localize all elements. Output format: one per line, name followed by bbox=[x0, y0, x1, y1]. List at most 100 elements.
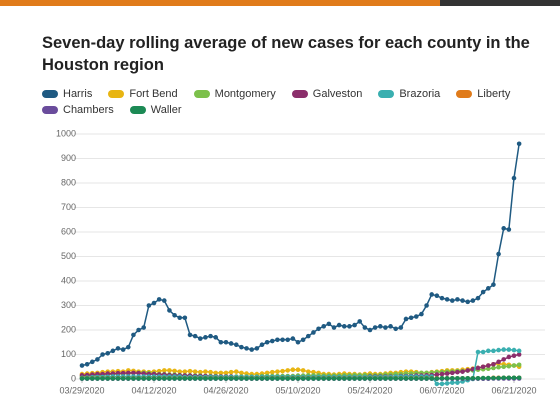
legend-swatch bbox=[42, 90, 58, 98]
point bbox=[449, 298, 455, 303]
point bbox=[408, 376, 414, 381]
point bbox=[305, 376, 311, 381]
point bbox=[398, 376, 404, 381]
legend-swatch bbox=[42, 106, 58, 114]
point bbox=[182, 376, 188, 381]
point bbox=[460, 369, 465, 374]
x-tick-label: 04/12/2020 bbox=[131, 385, 176, 395]
point bbox=[516, 375, 522, 381]
legend-item: Chambers bbox=[42, 102, 114, 118]
point bbox=[295, 376, 301, 381]
point bbox=[470, 375, 476, 381]
point bbox=[326, 321, 332, 327]
point bbox=[146, 376, 152, 381]
point bbox=[496, 375, 501, 381]
point bbox=[398, 325, 404, 330]
legend-swatch bbox=[108, 90, 125, 98]
point bbox=[218, 370, 224, 376]
point bbox=[419, 376, 424, 381]
point bbox=[491, 282, 496, 287]
point bbox=[125, 344, 131, 350]
point bbox=[125, 370, 131, 376]
point bbox=[172, 376, 177, 381]
y-tick-label: 700 bbox=[61, 202, 76, 212]
point bbox=[290, 336, 296, 341]
point bbox=[444, 375, 450, 381]
point bbox=[439, 371, 445, 377]
point bbox=[352, 322, 357, 328]
point bbox=[239, 376, 244, 381]
point bbox=[480, 375, 486, 381]
point bbox=[470, 298, 476, 303]
point bbox=[311, 376, 316, 381]
point bbox=[480, 349, 486, 355]
x-tick-label: 05/10/2020 bbox=[275, 385, 320, 395]
x-tick-label: 05/24/2020 bbox=[347, 385, 392, 395]
point bbox=[388, 376, 393, 381]
point bbox=[167, 368, 172, 373]
point bbox=[455, 369, 460, 375]
point bbox=[280, 368, 285, 374]
y-tick-label: 0 bbox=[71, 373, 76, 383]
point bbox=[475, 295, 481, 301]
point bbox=[280, 376, 285, 381]
point bbox=[403, 376, 409, 381]
legend-swatch bbox=[378, 90, 395, 98]
point bbox=[275, 376, 280, 381]
point bbox=[501, 375, 507, 381]
point bbox=[192, 376, 198, 381]
point bbox=[439, 375, 445, 381]
point bbox=[516, 141, 522, 147]
y-tick-label: 100 bbox=[61, 349, 76, 359]
point bbox=[321, 324, 327, 329]
point bbox=[208, 369, 213, 375]
point bbox=[249, 376, 255, 381]
point bbox=[424, 376, 429, 381]
point bbox=[269, 338, 275, 344]
point bbox=[465, 368, 471, 373]
legend-swatch bbox=[129, 106, 146, 114]
point bbox=[295, 339, 301, 345]
point bbox=[393, 326, 399, 332]
point bbox=[213, 370, 219, 376]
point bbox=[449, 380, 455, 385]
point bbox=[95, 357, 100, 362]
legend-item: Brazoria bbox=[378, 86, 440, 102]
point bbox=[408, 315, 414, 321]
point bbox=[460, 375, 465, 381]
point bbox=[506, 227, 512, 232]
point bbox=[203, 335, 208, 340]
point bbox=[506, 375, 512, 381]
point bbox=[362, 325, 368, 330]
point bbox=[305, 369, 311, 374]
point bbox=[177, 369, 183, 374]
series bbox=[79, 361, 522, 377]
point bbox=[475, 349, 481, 355]
point bbox=[347, 376, 352, 381]
point bbox=[352, 376, 357, 381]
point bbox=[233, 342, 239, 348]
point bbox=[275, 337, 280, 343]
point bbox=[105, 376, 111, 381]
point bbox=[511, 375, 517, 381]
point bbox=[84, 376, 90, 381]
series-line bbox=[81, 143, 520, 367]
point bbox=[156, 376, 162, 381]
point bbox=[275, 369, 280, 374]
point bbox=[115, 376, 121, 381]
point bbox=[254, 346, 260, 351]
point bbox=[254, 376, 260, 381]
point bbox=[403, 316, 409, 322]
point bbox=[249, 347, 255, 352]
point bbox=[120, 376, 126, 381]
point bbox=[228, 376, 234, 381]
point bbox=[439, 295, 445, 301]
point bbox=[259, 376, 265, 381]
point bbox=[290, 367, 296, 372]
point bbox=[475, 375, 481, 381]
y-tick-label: 1000 bbox=[56, 128, 76, 138]
point bbox=[506, 363, 512, 369]
x-tick-label: 04/26/2020 bbox=[203, 385, 248, 395]
top-bar bbox=[0, 0, 440, 6]
point bbox=[491, 362, 496, 367]
